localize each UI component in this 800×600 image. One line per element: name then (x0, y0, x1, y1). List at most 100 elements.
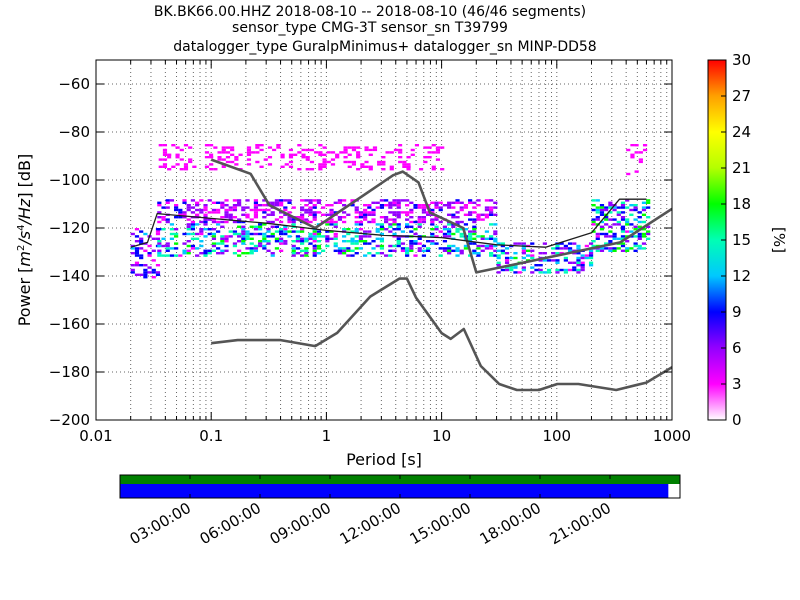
density-cell (346, 213, 351, 216)
density-cell (489, 211, 494, 214)
density-cell (356, 146, 361, 149)
density-cell (342, 216, 347, 219)
density-cell (367, 235, 372, 238)
density-cell (392, 199, 397, 202)
density-cell (165, 244, 170, 248)
density-cell (588, 242, 594, 245)
density-cell (521, 242, 526, 245)
density-cell (195, 213, 200, 216)
density-cell (312, 252, 317, 255)
density-cell (459, 228, 464, 231)
density-cell (563, 271, 568, 274)
density-cell (442, 249, 448, 252)
density-cell (476, 254, 481, 257)
density-cell (480, 235, 485, 238)
density-cell (476, 204, 481, 207)
density-cell (224, 216, 229, 219)
density-cell (220, 204, 225, 207)
density-cell (308, 208, 313, 212)
density-cell (309, 158, 315, 161)
density-cell (237, 199, 242, 202)
density-cell (151, 249, 156, 252)
density-cell (169, 232, 175, 236)
density-cell (646, 216, 651, 219)
density-cell (175, 153, 180, 156)
colorbar-tick-label: 24 (732, 123, 751, 141)
density-cell (489, 208, 494, 212)
density-cell (253, 244, 259, 248)
density-cell (274, 218, 280, 221)
density-cell (221, 151, 226, 154)
density-cell (616, 206, 621, 209)
density-cell (312, 204, 317, 207)
density-cell (509, 266, 514, 269)
density-cell (641, 213, 647, 216)
density-cell (139, 264, 144, 267)
density-cell (641, 232, 647, 236)
coverage-timeline: 03:00:00 06:00:00 09:00:00 12:00:00 15:00:00… (119, 474, 681, 548)
density-cell (555, 252, 560, 255)
density-cell (413, 240, 418, 243)
density-cell (190, 223, 196, 226)
density-cell (209, 153, 214, 156)
density-cell (385, 146, 390, 149)
density-cell (224, 220, 229, 224)
density-cell (333, 237, 338, 240)
density-cell (438, 254, 443, 257)
density-cell (419, 168, 424, 171)
density-cell (356, 163, 361, 166)
density-cell (342, 228, 347, 231)
density-cell (300, 230, 305, 233)
density-cell (242, 146, 247, 149)
density-cell (367, 206, 372, 209)
density-cell (459, 220, 464, 224)
density-cell (620, 206, 626, 209)
density-cell (333, 244, 338, 248)
density-cell (143, 264, 148, 267)
density-cell (626, 172, 631, 176)
density-cell (595, 218, 600, 221)
density-cell (591, 223, 596, 226)
density-cell (246, 144, 252, 147)
density-cell (409, 225, 414, 228)
density-cell (221, 156, 226, 159)
density-cell (493, 206, 498, 209)
density-cell (157, 220, 162, 224)
density-cell (329, 230, 334, 233)
density-cell (402, 163, 407, 166)
density-cell (190, 225, 196, 228)
density-cell (343, 160, 348, 164)
density-cell (276, 163, 281, 166)
density-cell (169, 237, 175, 240)
density-cell (417, 237, 422, 240)
density-cell (489, 235, 494, 238)
density-cell (637, 237, 642, 240)
density-cell (297, 144, 302, 147)
density-cell (300, 199, 305, 202)
density-cell (517, 271, 522, 274)
density-cell (599, 211, 605, 214)
density-cell (434, 235, 439, 238)
density-cell (309, 146, 315, 149)
density-cell (251, 158, 256, 161)
density-cell (312, 240, 317, 243)
density-cell (455, 230, 460, 233)
y-tick-label: −60 (58, 75, 90, 93)
density-cell (221, 146, 226, 149)
density-cell (423, 146, 428, 149)
density-cell (232, 204, 238, 207)
density-cell (410, 163, 415, 166)
density-cell (413, 232, 418, 236)
density-cell (476, 235, 481, 238)
density-cell (555, 271, 560, 274)
density-cell (174, 208, 179, 212)
density-cell (195, 201, 200, 204)
density-cell (419, 144, 424, 147)
density-cell (417, 247, 422, 250)
density-cell (630, 170, 635, 173)
density-cell (620, 235, 626, 238)
density-cell (276, 144, 281, 147)
density-cell (377, 144, 382, 147)
density-cell (199, 220, 204, 224)
density-cell (274, 225, 280, 228)
